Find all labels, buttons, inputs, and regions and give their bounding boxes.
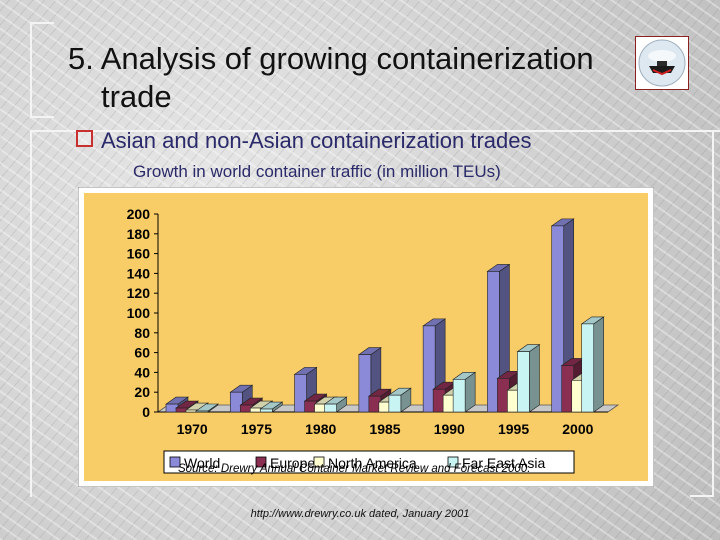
bar-chart: 0 20 40 60 80 100 120 140 160 180 200 1970 1975 1980 1…: [77, 186, 655, 488]
bar: [195, 410, 209, 413]
legend-label: North America: [328, 455, 417, 471]
slide-title-line-2: trade: [101, 79, 172, 114]
legend-swatch: [169, 456, 181, 468]
legend-label: World: [184, 455, 220, 471]
bar: [422, 325, 436, 413]
y-tick-label: 100: [127, 305, 151, 321]
bullet-item: Asian and non-Asian containerization tra…: [76, 128, 532, 154]
bar: [358, 354, 372, 413]
bar: [294, 374, 307, 413]
y-tick-label: 20: [134, 384, 150, 400]
x-tick-label: 1975: [241, 421, 272, 437]
bar: [487, 271, 500, 413]
legend-swatch: [447, 456, 459, 468]
legend-box: [163, 450, 575, 474]
legend-swatch: [313, 456, 325, 468]
chart-subheading: Growth in world container traffic (in mi…: [133, 162, 501, 181]
chart-source-note: Source: Drewry Annual Container Market R…: [178, 463, 530, 475]
y-tick-label: 180: [127, 226, 151, 242]
bar: [581, 323, 595, 413]
bar: [229, 391, 243, 413]
bar: [517, 351, 530, 413]
x-tick-label: 1995: [498, 421, 529, 437]
bar: [452, 379, 466, 413]
y-tick-label: 60: [134, 345, 150, 361]
bar-side: [593, 316, 605, 413]
checkbox-bullet-icon: [76, 130, 93, 147]
decorative-frame-left: [30, 22, 54, 118]
bar: [324, 403, 337, 413]
source-url: http://www.drewry.co.uk dated, January 2…: [250, 508, 470, 520]
y-tick-label: 160: [127, 246, 151, 262]
slide-title-line-1: 5. Analysis of growing containerization: [68, 41, 594, 76]
bar: [388, 394, 402, 413]
chart-container: 0 20 40 60 80 100 120 140 160 180 200 1970 1975 1980 1…: [77, 186, 655, 488]
y-tick-label: 140: [127, 265, 151, 281]
decorative-frame-right: [690, 130, 714, 497]
legend-label: Far East Asia: [462, 455, 545, 471]
x-tick-label: 1990: [434, 421, 465, 437]
y-tick-label: 0: [142, 404, 150, 420]
bar-side: [529, 344, 540, 413]
bar: [259, 408, 273, 413]
y-tick-label: 200: [127, 206, 151, 222]
x-tick-label: 1985: [369, 421, 400, 437]
y-tick-label: 120: [127, 285, 151, 301]
ship-emblem-icon: [635, 36, 689, 90]
slide-title: 5. Analysis of growing containerization …: [68, 40, 628, 116]
x-tick-label: 2000: [562, 421, 593, 437]
legend-swatch: [255, 456, 267, 468]
x-tick-label: 1980: [305, 421, 336, 437]
y-tick-label: 80: [134, 325, 150, 341]
bar: [551, 225, 565, 413]
decorative-frame-main: [30, 130, 720, 497]
x-tick-label: 1970: [177, 421, 208, 437]
y-tick-label: 40: [134, 364, 150, 380]
bullet-text: Asian and non-Asian containerization tra…: [101, 128, 532, 153]
legend-label: Europe: [270, 455, 315, 471]
